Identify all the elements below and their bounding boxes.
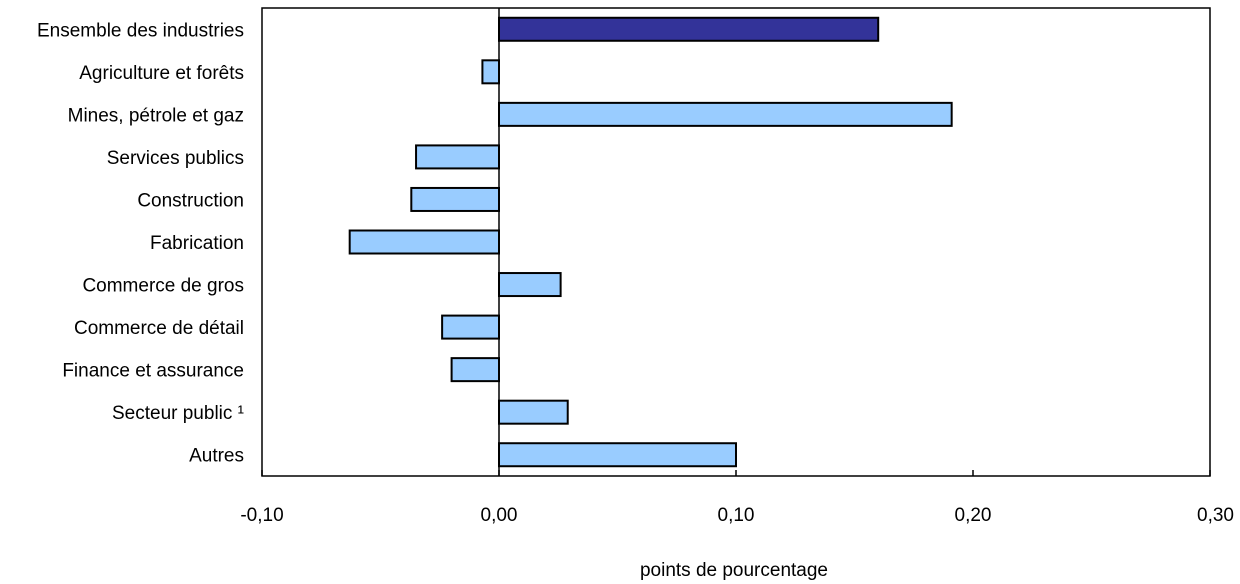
category-label: Services publics: [107, 148, 244, 169]
category-label: Finance et assurance: [62, 361, 244, 382]
category-label: Fabrication: [150, 233, 244, 254]
category-label: Commerce de détail: [74, 318, 244, 339]
bar-2: [498, 101, 953, 127]
category-labels: Ensemble des industries Agriculture et fo…: [37, 20, 244, 466]
bars-layer: [348, 16, 953, 468]
x-axis-ticks: -0,10 0,00 0,10 0,20 0,30: [240, 470, 1234, 526]
bar-8: [450, 357, 501, 383]
x-tick-label: 0,30: [1197, 505, 1234, 526]
x-tick-label: 0,10: [718, 505, 755, 526]
bar-5: [348, 229, 500, 255]
x-tick-label: 0,20: [955, 505, 992, 526]
category-label: Agriculture et forêts: [79, 63, 244, 84]
category-label: Secteur public ¹: [112, 403, 244, 424]
x-tick-label: 0,00: [481, 505, 518, 526]
bar-6: [498, 272, 562, 298]
bar-4: [410, 186, 500, 212]
x-tick-label: -0,10: [240, 505, 283, 526]
bar-10: [498, 442, 737, 468]
bar-1: [481, 59, 501, 85]
bar-0: [498, 16, 880, 42]
category-label: Mines, pétrole et gaz: [68, 105, 244, 126]
bar-3: [415, 144, 500, 170]
bar-9: [498, 399, 569, 425]
category-label: Ensemble des industries: [37, 20, 244, 41]
category-label: Construction: [137, 190, 244, 211]
x-axis-title: points de pourcentage: [640, 560, 828, 581]
bar-7: [441, 314, 500, 340]
category-label: Commerce de gros: [82, 276, 244, 297]
category-label: Autres: [189, 446, 244, 467]
